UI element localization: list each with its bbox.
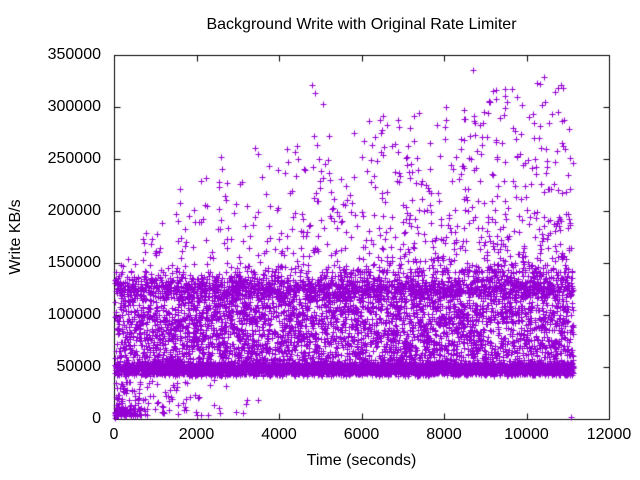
- x-tick-label: 10000: [504, 426, 549, 443]
- y-tick-label: 0: [92, 410, 101, 427]
- x-tick-label: 2000: [178, 426, 215, 443]
- y-tick-label: 300000: [47, 98, 101, 115]
- x-tick-label: 8000: [426, 426, 462, 443]
- x-tick-label: 4000: [261, 426, 297, 443]
- x-tick-label: 6000: [343, 426, 380, 443]
- x-tick-label: 12000: [586, 426, 632, 443]
- y-tick-label: 150000: [47, 254, 101, 271]
- y-tick-label: 250000: [47, 150, 101, 167]
- y-tick-label: 200000: [47, 202, 101, 219]
- y-tick-label: 350000: [47, 46, 101, 63]
- chart-title: Background Write with Original Rate Limi…: [206, 16, 517, 33]
- x-axis-label: Time (seconds): [306, 452, 417, 469]
- y-tick-label: 100000: [47, 306, 101, 323]
- x-tick-label: 0: [109, 426, 119, 443]
- y-tick-label: 50000: [56, 358, 102, 375]
